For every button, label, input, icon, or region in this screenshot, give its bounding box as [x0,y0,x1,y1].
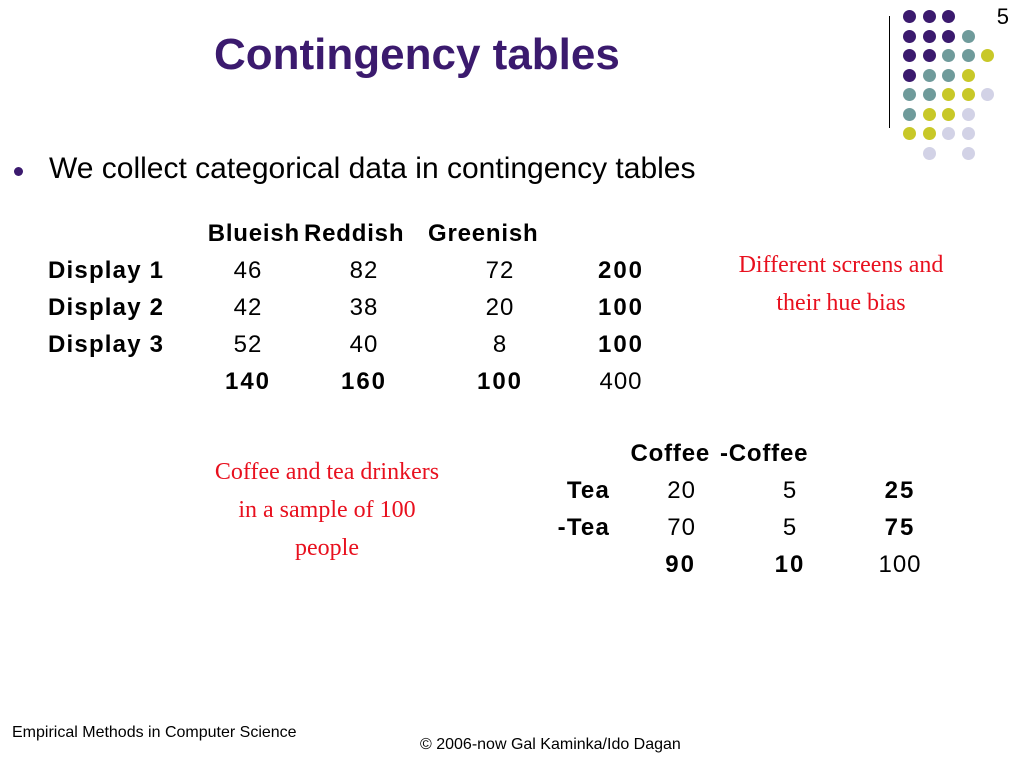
row-label: Tea [566,476,610,504]
decorative-dot [981,88,994,101]
row-total: 25 [884,476,916,504]
decorative-dot [942,68,955,82]
bullet-item: We collect categorical data in contingen… [14,152,695,186]
row-total: 100 [597,330,645,358]
column-header: Blueish [207,219,300,247]
note-line: Coffee and tea drinkers [214,459,440,485]
column-total: 140 [224,367,272,395]
decorative-dot [922,127,936,140]
table-row: Display 2 42 38 20 100 [48,289,682,326]
decorative-dot [903,10,916,23]
footer-course: Empirical Methods in Computer Science [12,724,297,741]
decorative-dot [942,49,955,62]
column-header: Coffee [630,439,710,467]
table-cell: 5 [782,476,798,504]
table-row: Tea 20 5 25 [530,472,940,509]
decorative-dot [903,49,916,62]
note-line: in a sample of 100 [238,497,416,523]
table-cell: 82 [349,256,379,284]
decorative-dot [942,127,955,140]
decorative-dot [922,29,936,43]
decorative-dot [942,10,955,23]
note-line: people [295,535,359,561]
row-label: Display 2 [48,293,165,321]
decorative-dot [961,49,975,62]
decorative-dot [903,88,916,101]
grand-total: 100 [878,550,922,578]
table-cell: 5 [782,513,798,541]
table-cell: 52 [233,330,263,358]
decorative-dot [922,68,936,82]
coffee-note: Coffee and tea drinkers in a sample of 1… [172,453,482,567]
row-label: -Tea [557,513,610,541]
decorative-dot [942,107,955,121]
decorative-dot-grid [903,10,1013,170]
decorative-dot [961,127,975,140]
column-total: 160 [340,367,388,395]
row-total: 200 [597,256,645,284]
table-cell: 38 [349,293,379,321]
decorative-dot [961,88,975,101]
page-title: Contingency tables [214,30,620,79]
decorative-dot [922,88,936,101]
table-totals-row: 140 160 100 400 [48,363,682,400]
row-total: 100 [597,293,645,321]
row-label: Display 1 [48,256,165,284]
decorative-dot [922,49,936,62]
table-cell: 42 [233,293,263,321]
title-divider-line [889,16,890,128]
column-total: 10 [774,550,806,578]
table-row: Display 3 52 40 8 100 [48,326,682,363]
slide-number: 5 [996,4,1009,29]
table-row: -Tea 70 5 75 [530,509,940,546]
decorative-dot [961,68,975,82]
decorative-dot [981,49,994,62]
column-total: 90 [665,550,696,578]
decorative-dot [903,107,916,121]
decorative-dot [961,29,975,43]
decorative-dot [922,10,936,23]
table-cell: 46 [233,256,263,284]
column-total: 100 [476,367,524,395]
display-note: Different screens and their hue bias [700,246,982,322]
decorative-dot [942,88,955,101]
table-cell: 70 [667,513,696,541]
row-total: 75 [884,513,916,541]
row-label: Display 3 [48,330,165,358]
decorative-dot [903,29,916,43]
grand-total: 400 [599,367,643,395]
table-cell: 72 [485,256,515,284]
table-header-row: Coffee -Coffee [530,435,940,472]
note-line: Different screens and [738,252,944,278]
table-totals-row: 90 10 100 [530,546,940,583]
bullet-text: We collect categorical data in contingen… [49,152,696,185]
coffee-tea-table: Coffee -Coffee Tea 20 5 25 -Tea 70 5 75 … [530,435,940,583]
table-header-row: Blueish Reddish Greenish [48,215,682,252]
decorative-dot [961,107,975,121]
column-header: Reddish [304,219,405,247]
table-cell: 8 [492,330,508,358]
column-header: -Coffee [720,439,809,467]
decorative-dot [961,146,975,160]
footer-copyright: © 2006-now Gal Kaminka/Ido Dagan [420,736,681,753]
decorative-dot [903,127,916,140]
column-header: Greenish [428,219,539,247]
bullet-icon [14,166,23,176]
table-cell: 20 [485,293,515,321]
table-cell: 20 [667,476,696,504]
decorative-dot [922,146,936,160]
decorative-dot [903,68,916,82]
note-line: their hue bias [776,290,906,316]
decorative-dot [922,107,936,121]
table-row: Display 1 46 82 72 200 [48,252,682,289]
display-hue-table: Blueish Reddish Greenish Display 1 46 82… [48,215,682,400]
table-cell: 40 [349,330,379,358]
decorative-dot [942,29,955,43]
